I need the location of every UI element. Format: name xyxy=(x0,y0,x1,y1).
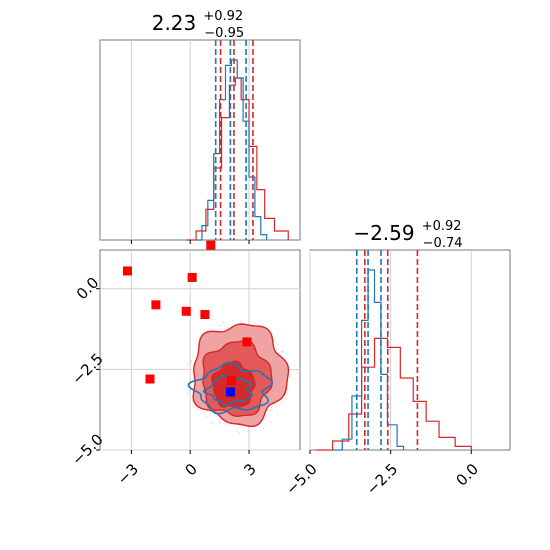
scatter-points xyxy=(122,240,252,397)
scatter-sample-dot xyxy=(218,325,220,327)
histogram-y-red-series xyxy=(316,337,472,451)
scatter-sample-dot xyxy=(222,320,225,323)
scatter-sample-dot xyxy=(218,421,221,423)
histogram-y-x-tick-label: −5.0 xyxy=(282,460,320,498)
scatter-y-tick-label: 0.0 xyxy=(73,274,103,304)
scatter-sample-dot xyxy=(225,423,227,425)
histogram-x-panel: 2.23 +0.92 −0.95 xyxy=(99,5,301,244)
scatter-red-point xyxy=(151,300,161,310)
histogram-x-series xyxy=(186,59,289,241)
scatter-sample-dot xyxy=(270,409,273,412)
histogram-x-minus: −0.95 xyxy=(204,26,244,41)
scatter-sample-dot xyxy=(227,326,229,329)
histogram-y-x-tick-label: −2.5 xyxy=(363,460,401,498)
scatter-sample-dot xyxy=(189,363,192,365)
histogram-y-x-tick-label: 0.0 xyxy=(452,460,482,490)
scatter-sample-dot xyxy=(186,392,189,395)
histogram-y-median: −2.59 xyxy=(353,221,414,245)
scatter-sample-dot xyxy=(289,375,292,377)
histogram-y-frame xyxy=(309,249,511,451)
scatter-sample-dot xyxy=(232,320,234,322)
scatter-sample-dot xyxy=(237,428,240,430)
scatter-sample-dot xyxy=(186,386,189,389)
scatter-sample-dot xyxy=(236,430,238,433)
scatter-sample-dot xyxy=(185,364,188,367)
histogram-y-grid xyxy=(309,250,472,450)
histogram-y-ticks: −5.0 −2.5 0.0 xyxy=(282,450,482,499)
scatter-sample-dot xyxy=(271,406,273,409)
histogram-y-title: −2.59 +0.92 −0.74 xyxy=(353,215,466,251)
scatter-sample-dot xyxy=(274,403,276,406)
histogram-y-series xyxy=(316,269,472,451)
histogram-x-title: 2.23 +0.92 −0.95 xyxy=(152,5,249,41)
scatter-red-point xyxy=(181,306,191,316)
scatter-sample-dot xyxy=(281,400,284,403)
scatter-sample-dot xyxy=(264,417,266,420)
scatter-sample-dot xyxy=(285,398,288,400)
histogram-x-quantile-lines xyxy=(214,40,254,240)
scatter-x-tick-label: 0 xyxy=(181,460,200,479)
scatter-sample-dot xyxy=(191,400,194,402)
scatter-sample-dot xyxy=(219,328,221,330)
scatter-red-point xyxy=(206,240,216,250)
scatter-sample-dot xyxy=(270,421,272,423)
scatter-x-tick-label: 3 xyxy=(240,460,259,479)
scatter-sample-dot xyxy=(282,349,284,352)
scatter-sample-dot xyxy=(282,345,284,348)
scatter-sample-dot xyxy=(193,406,195,409)
scatter-blue-point xyxy=(225,387,235,397)
scatter-x-tick-label: −3 xyxy=(114,460,142,488)
scatter-sample-dot xyxy=(240,320,243,322)
scatter-red-point xyxy=(122,266,132,276)
histogram-y-quantile-lines xyxy=(355,250,419,450)
histogram-x-plus: +0.92 xyxy=(203,9,243,24)
histogram-x-frame xyxy=(99,39,301,241)
scatter-red-point xyxy=(187,272,197,282)
histogram-y-plus: +0.92 xyxy=(422,219,462,234)
scatter-sample-dot xyxy=(238,432,241,435)
histogram-x-red-series xyxy=(186,77,289,241)
scatter-sample-dot xyxy=(220,324,222,327)
scatter-contour-panel: −3 0 3−5.0−2.50.0 xyxy=(68,240,301,488)
scatter-sample-dot xyxy=(276,413,279,416)
scatter-sample-dot xyxy=(192,356,195,359)
scatter-sample-dot xyxy=(210,328,213,331)
histogram-x-blue-series xyxy=(196,59,268,241)
scatter-contours xyxy=(185,320,292,435)
histogram-x-ticks xyxy=(130,240,250,244)
scatter-sample-dot xyxy=(189,361,192,364)
scatter-blue-contour xyxy=(202,374,253,407)
scatter-sample-dot xyxy=(221,322,224,325)
scatter-sample-dot xyxy=(205,416,208,418)
scatter-sample-dot xyxy=(269,408,272,411)
histogram-y-minus: −0.74 xyxy=(423,236,463,251)
scatter-sample-dot xyxy=(207,329,210,332)
scatter-sample-dot xyxy=(191,378,193,380)
scatter-red-point xyxy=(145,374,155,384)
scatter-sample-dot xyxy=(211,422,213,425)
scatter-red-point xyxy=(226,376,236,386)
scatter-sample-dot xyxy=(274,338,276,341)
scatter-sample-dot xyxy=(188,390,191,392)
scatter-sample-dot xyxy=(219,422,222,425)
histogram-y-blue-series xyxy=(332,269,405,451)
scatter-sample-dot xyxy=(187,361,189,364)
histogram-x-median: 2.23 xyxy=(152,11,197,35)
histogram-y-panel: −5.0 −2.5 0.0 −2.59 +0.92 −0.74 xyxy=(282,215,511,499)
scatter-sample-dot xyxy=(266,425,268,427)
scatter-red-point xyxy=(200,310,210,320)
scatter-blue-contour xyxy=(187,361,274,415)
scatter-sample-dot xyxy=(219,419,222,421)
scatter-sample-dot xyxy=(249,430,251,433)
scatter-sample-dot xyxy=(190,359,193,362)
scatter-red-point xyxy=(242,337,252,347)
scatter-sample-dot xyxy=(262,427,265,429)
scatter-sample-dot xyxy=(281,351,284,353)
